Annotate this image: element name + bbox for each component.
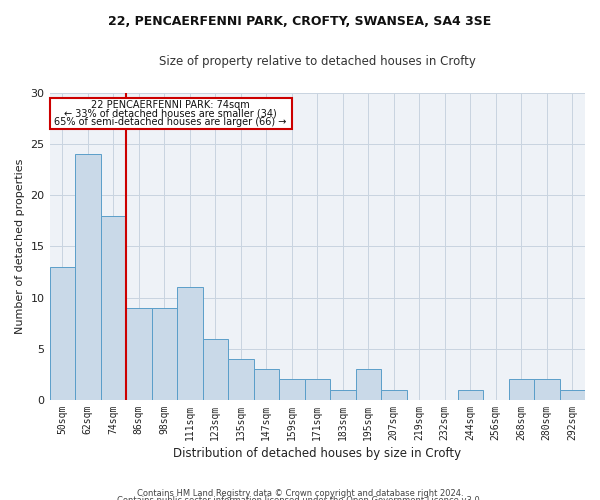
Text: 65% of semi-detached houses are larger (66) →: 65% of semi-detached houses are larger (… <box>55 117 287 127</box>
Bar <box>177 288 203 400</box>
Bar <box>228 359 254 400</box>
Bar <box>254 369 279 400</box>
Text: Contains public sector information licensed under the Open Government Licence v3: Contains public sector information licen… <box>118 496 482 500</box>
Bar <box>279 380 305 400</box>
Text: 22 PENCAERFENNI PARK: 74sqm: 22 PENCAERFENNI PARK: 74sqm <box>91 100 250 110</box>
Text: ← 33% of detached houses are smaller (34): ← 33% of detached houses are smaller (34… <box>64 108 277 118</box>
Bar <box>305 380 330 400</box>
FancyBboxPatch shape <box>50 98 292 128</box>
Bar <box>203 338 228 400</box>
Bar <box>152 308 177 400</box>
Bar <box>560 390 585 400</box>
Bar <box>534 380 560 400</box>
Bar <box>50 267 75 400</box>
Y-axis label: Number of detached properties: Number of detached properties <box>15 158 25 334</box>
Bar <box>126 308 152 400</box>
Bar <box>101 216 126 400</box>
Bar <box>75 154 101 400</box>
Bar <box>509 380 534 400</box>
X-axis label: Distribution of detached houses by size in Crofty: Distribution of detached houses by size … <box>173 447 461 460</box>
Bar <box>356 369 381 400</box>
Text: Contains HM Land Registry data © Crown copyright and database right 2024.: Contains HM Land Registry data © Crown c… <box>137 488 463 498</box>
Text: 22, PENCAERFENNI PARK, CROFTY, SWANSEA, SA4 3SE: 22, PENCAERFENNI PARK, CROFTY, SWANSEA, … <box>109 15 491 28</box>
Bar <box>330 390 356 400</box>
Bar <box>458 390 483 400</box>
Bar <box>381 390 407 400</box>
Title: Size of property relative to detached houses in Crofty: Size of property relative to detached ho… <box>159 55 476 68</box>
